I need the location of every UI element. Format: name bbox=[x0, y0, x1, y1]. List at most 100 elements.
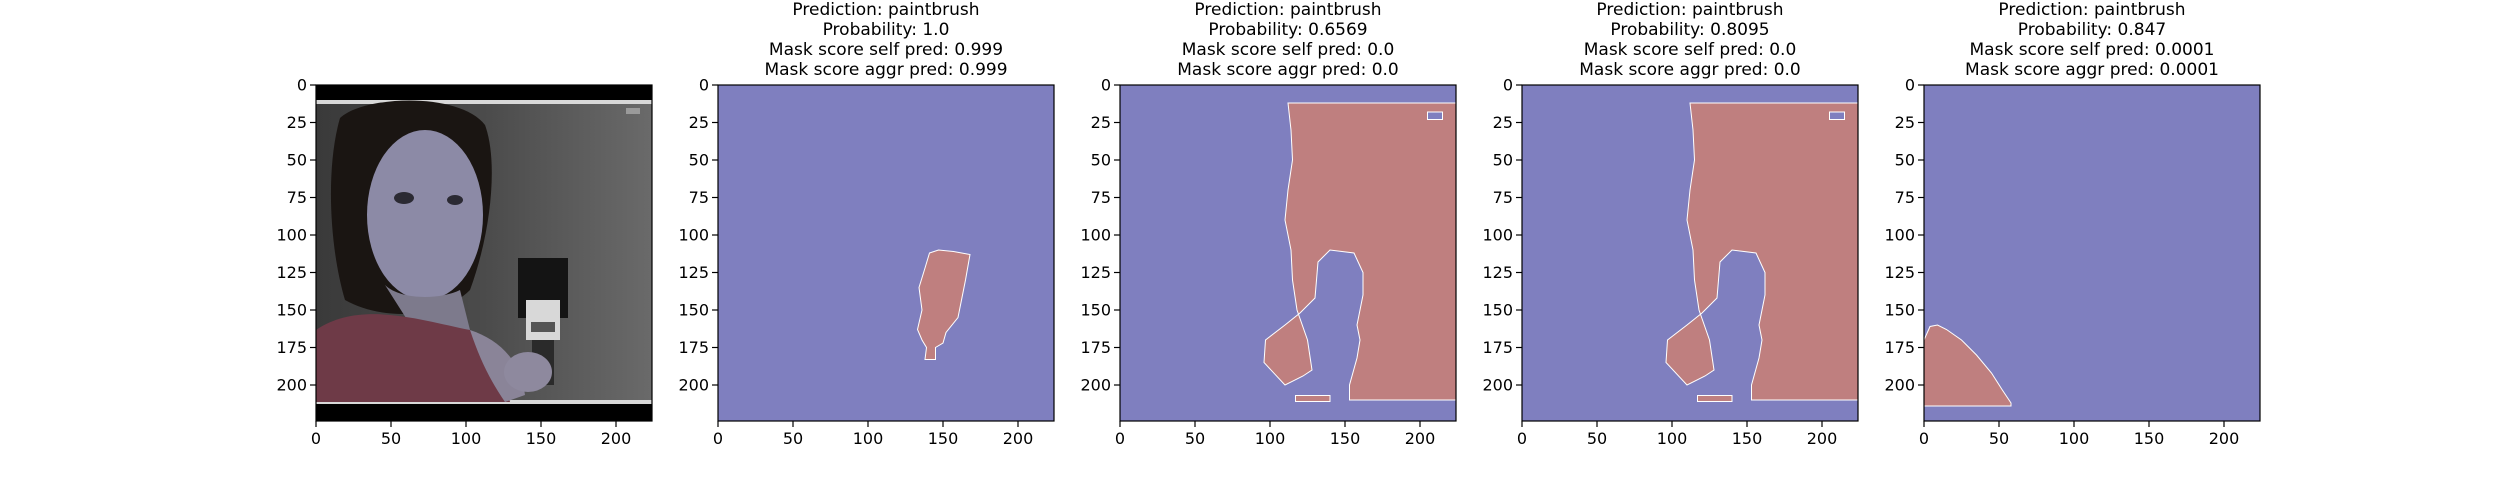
axes-frame bbox=[1119, 84, 1457, 422]
panel-title-line: Mask score self pred: 0.0001 bbox=[1970, 40, 2215, 60]
y-tick-label: 200 bbox=[276, 376, 307, 395]
panel-title-line: Mask score aggr pred: 0.0 bbox=[1177, 60, 1399, 80]
y-tick-label: 75 bbox=[287, 188, 307, 207]
mask-image bbox=[1120, 85, 1456, 421]
x-tick-label: 100 bbox=[2059, 429, 2090, 448]
y-tick-label: 200 bbox=[678, 376, 709, 395]
mask-background bbox=[718, 85, 1054, 421]
y-tick-label: 50 bbox=[287, 151, 307, 170]
panel-title-line: Probability: 0.8095 bbox=[1610, 20, 1769, 40]
panel-titles: Prediction: paintbrush Probability: 1.0 … bbox=[764, 0, 2219, 80]
x-tick-label: 50 bbox=[783, 429, 803, 448]
input-image-panel bbox=[315, 84, 653, 422]
x-tick-label: 0 bbox=[1517, 429, 1527, 448]
panel-title-line: Mask score aggr pred: 0.999 bbox=[764, 60, 1007, 80]
y-tick-label: 175 bbox=[276, 338, 307, 357]
y-tick-label: 150 bbox=[276, 301, 307, 320]
panel-title-line: Probability: 0.847 bbox=[2018, 20, 2166, 40]
x-tick-label: 50 bbox=[1989, 429, 2009, 448]
mask-fragment bbox=[1295, 395, 1331, 402]
x-tick-label: 200 bbox=[1807, 429, 1838, 448]
y-tick-label: 25 bbox=[1895, 113, 1915, 132]
y-tick-label: 75 bbox=[1895, 188, 1915, 207]
panel-title-line: Probability: 0.6569 bbox=[1208, 20, 1367, 40]
x-tick-label: 50 bbox=[1587, 429, 1607, 448]
mask-panel-2 bbox=[1119, 84, 1457, 422]
axes-frame bbox=[717, 84, 1055, 422]
x-tick-label: 0 bbox=[1115, 429, 1125, 448]
panel-title-line: Prediction: paintbrush bbox=[1998, 0, 2185, 20]
panel-title-line: Prediction: paintbrush bbox=[792, 0, 979, 20]
mask-hole bbox=[1427, 111, 1443, 120]
x-tick-label: 0 bbox=[1919, 429, 1929, 448]
y-tick-label: 125 bbox=[1884, 263, 1915, 282]
y-tick-label: 125 bbox=[1482, 263, 1513, 282]
x-tick-label: 200 bbox=[1405, 429, 1436, 448]
x-tick-label: 0 bbox=[311, 429, 321, 448]
y-tick-label: 25 bbox=[1091, 113, 1111, 132]
y-tick-label: 100 bbox=[1080, 226, 1111, 245]
y-tick-label: 100 bbox=[1884, 226, 1915, 245]
y-tick-label: 200 bbox=[1080, 376, 1111, 395]
y-tick-label: 0 bbox=[1503, 76, 1513, 95]
y-tick-label: 75 bbox=[689, 188, 709, 207]
y-tick-label: 125 bbox=[678, 263, 709, 282]
y-tick-label: 75 bbox=[1493, 188, 1513, 207]
x-tick-label: 150 bbox=[1330, 429, 1361, 448]
mask-hole bbox=[1829, 111, 1845, 120]
y-tick-label: 150 bbox=[1080, 301, 1111, 320]
mask-panel-1 bbox=[717, 84, 1055, 422]
y-tick-label: 125 bbox=[1080, 263, 1111, 282]
mask-region bbox=[1263, 102, 1456, 401]
y-tick-label: 75 bbox=[1091, 188, 1111, 207]
y-tick-label: 0 bbox=[1905, 76, 1915, 95]
x-tick-label: 150 bbox=[526, 429, 557, 448]
x-tick-label: 150 bbox=[2134, 429, 2165, 448]
mask-panel-3 bbox=[1521, 84, 1859, 422]
x-tick-label: 200 bbox=[601, 429, 632, 448]
mask-image bbox=[718, 85, 1054, 421]
mask-region bbox=[1924, 324, 2012, 407]
y-tick-label: 175 bbox=[1080, 338, 1111, 357]
x-tick-label: 100 bbox=[451, 429, 482, 448]
x-tick-label: 100 bbox=[1657, 429, 1688, 448]
panel-title-line: Mask score self pred: 0.0 bbox=[1584, 40, 1797, 60]
x-tick-label: 0 bbox=[713, 429, 723, 448]
x-tick-label: 200 bbox=[2209, 429, 2240, 448]
axes-frame bbox=[1923, 84, 2261, 422]
y-tick-label: 50 bbox=[1091, 151, 1111, 170]
mask-image bbox=[1522, 85, 1858, 421]
x-tick-label: 150 bbox=[1732, 429, 1763, 448]
y-tick-label: 175 bbox=[678, 338, 709, 357]
y-tick-label: 100 bbox=[678, 226, 709, 245]
x-tick-label: 50 bbox=[1185, 429, 1205, 448]
mask-region bbox=[916, 249, 971, 360]
y-tick-label: 25 bbox=[689, 113, 709, 132]
y-tick-label: 125 bbox=[276, 263, 307, 282]
panel-title-line: Prediction: paintbrush bbox=[1194, 0, 1381, 20]
x-tick-label: 200 bbox=[1003, 429, 1034, 448]
y-tick-label: 100 bbox=[1482, 226, 1513, 245]
y-tick-label: 25 bbox=[287, 113, 307, 132]
axes-frame bbox=[1521, 84, 1859, 422]
y-tick-label: 175 bbox=[1482, 338, 1513, 357]
y-tick-label: 0 bbox=[1101, 76, 1111, 95]
y-tick-label: 150 bbox=[678, 301, 709, 320]
panel-title-line: Mask score self pred: 0.999 bbox=[769, 40, 1003, 60]
axes-frame bbox=[315, 84, 653, 422]
y-tick-label: 0 bbox=[297, 76, 307, 95]
y-tick-label: 200 bbox=[1884, 376, 1915, 395]
y-tick-label: 150 bbox=[1482, 301, 1513, 320]
y-tick-label: 25 bbox=[1493, 113, 1513, 132]
input-photo bbox=[316, 85, 652, 421]
x-tick-label: 50 bbox=[381, 429, 401, 448]
x-tick-label: 150 bbox=[928, 429, 959, 448]
x-tick-label: 100 bbox=[853, 429, 884, 448]
panel-title-line: Prediction: paintbrush bbox=[1596, 0, 1783, 20]
x-tick-label: 100 bbox=[1255, 429, 1286, 448]
y-tick-label: 150 bbox=[1884, 301, 1915, 320]
y-tick-label: 50 bbox=[689, 151, 709, 170]
y-tick-label: 100 bbox=[276, 226, 307, 245]
panel-title-line: Mask score self pred: 0.0 bbox=[1182, 40, 1395, 60]
